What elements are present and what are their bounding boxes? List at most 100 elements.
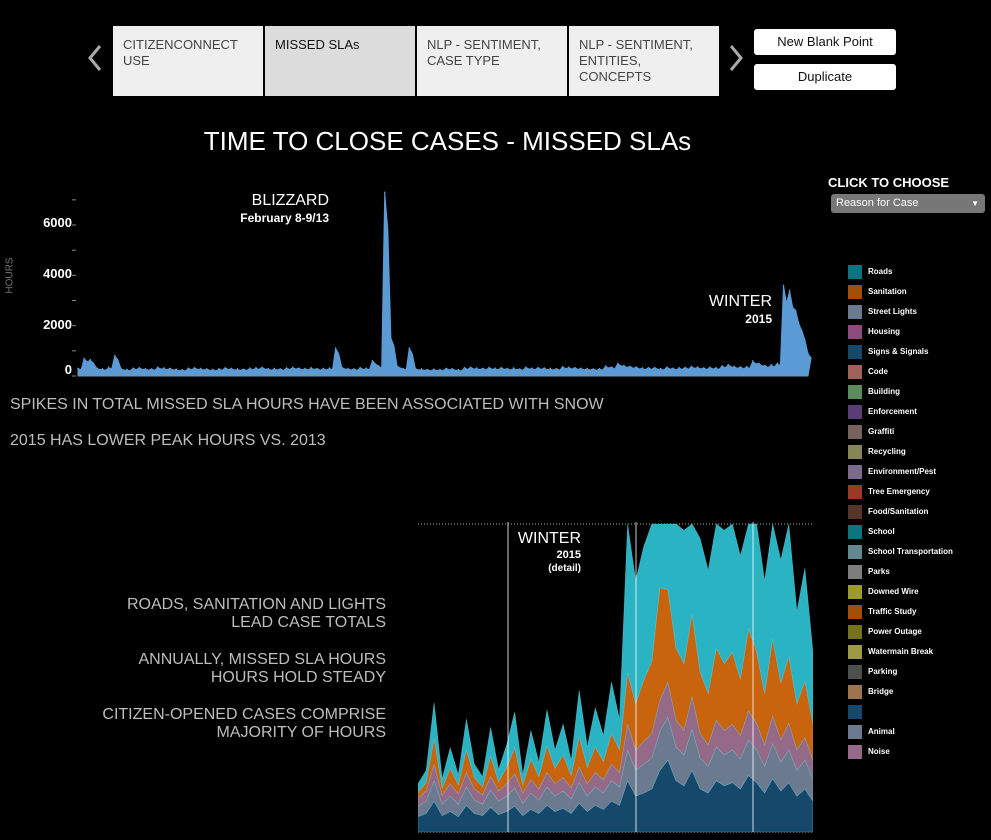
legend-item[interactable]: Animal xyxy=(848,725,895,739)
data-point xyxy=(304,367,306,370)
data-point xyxy=(144,367,147,370)
legend-item[interactable]: Recycling xyxy=(848,445,906,459)
tab-nlp-sentiment-case-type[interactable]: NLP - SENTIMENT, CASE TYPE xyxy=(417,26,567,96)
tab-citizenconnect-use[interactable]: CITIZENCONNECT USE xyxy=(113,26,263,96)
filter-label: CLICK TO CHOOSE xyxy=(828,175,950,190)
legend-item[interactable]: Signs & Signals xyxy=(848,345,928,359)
data-point xyxy=(727,363,730,366)
data-point xyxy=(212,368,214,371)
legend-swatch xyxy=(848,305,862,319)
dropdown-arrow-icon: ▼ xyxy=(971,199,979,208)
legend-swatch xyxy=(848,325,862,339)
legend-label: Enforcement xyxy=(868,407,917,416)
data-point xyxy=(101,368,104,370)
duplicate-button[interactable]: Duplicate xyxy=(754,64,896,90)
note-2015-peak: 2015 HAS LOWER PEAK HOURS VS. 2013 xyxy=(10,432,326,449)
data-point xyxy=(230,367,233,370)
data-point xyxy=(193,366,196,369)
legend-item[interactable]: Downed Wire xyxy=(848,585,919,599)
data-point xyxy=(684,366,687,369)
winter-detail-label: (detail) xyxy=(548,563,581,574)
data-point xyxy=(408,347,411,350)
data-point xyxy=(377,365,380,367)
data-point xyxy=(236,368,239,370)
data-point xyxy=(482,367,484,370)
blizzard-annotation: BLIZZARD xyxy=(251,192,329,209)
legend-swatch xyxy=(848,585,862,599)
legend-item[interactable]: Sanitation xyxy=(848,285,907,299)
legend-swatch xyxy=(848,505,862,519)
legend-item[interactable]: Enforcement xyxy=(848,405,917,419)
legend-swatch xyxy=(848,445,862,459)
tab-nlp-sentiment-entities[interactable]: NLP - SENTIMENT, ENTITIES, CONCEPTS xyxy=(569,26,719,96)
legend-swatch xyxy=(848,625,862,639)
legend-item[interactable] xyxy=(848,705,868,719)
data-point xyxy=(488,366,490,369)
legend-swatch xyxy=(848,685,862,699)
data-point xyxy=(89,358,92,361)
legend-item[interactable]: Bridge xyxy=(848,685,893,699)
data-point xyxy=(494,367,496,369)
data-point xyxy=(549,367,552,370)
y-tick-label: 0 xyxy=(64,362,72,377)
legend-item[interactable]: School Transportation xyxy=(848,545,953,559)
data-point xyxy=(279,368,282,370)
legend-item[interactable]: Street Lights xyxy=(848,305,917,319)
legend-item[interactable]: Noise xyxy=(848,745,890,759)
legend-item[interactable]: Building xyxy=(848,385,900,399)
legend-label: Food/Sanitation xyxy=(868,507,929,516)
data-point xyxy=(580,367,582,369)
legend-label: Building xyxy=(868,387,900,396)
data-point xyxy=(653,366,656,369)
legend-item[interactable]: Traffic Study xyxy=(848,605,916,619)
legend-item[interactable]: Roads xyxy=(848,265,892,279)
data-point xyxy=(629,365,631,368)
y-tick-label: 6000 xyxy=(43,215,72,230)
tab-missed-slas[interactable]: MISSED SLAs xyxy=(265,26,415,96)
data-point xyxy=(604,365,607,367)
legend-item[interactable]: Environment/Pest xyxy=(848,465,936,479)
data-point xyxy=(457,368,460,371)
data-point xyxy=(506,367,509,370)
legend-swatch xyxy=(848,465,862,479)
chevron-right-icon[interactable] xyxy=(729,44,743,72)
data-point xyxy=(764,364,766,367)
data-point xyxy=(659,367,662,370)
data-point xyxy=(187,367,190,369)
data-point xyxy=(518,368,521,370)
chevron-left-icon[interactable] xyxy=(88,44,102,72)
data-point xyxy=(788,289,791,292)
legend-label: Power Outage xyxy=(868,627,922,636)
data-point xyxy=(126,368,128,371)
data-point xyxy=(365,367,368,369)
data-point xyxy=(206,368,208,370)
legend-item[interactable]: Code xyxy=(848,365,888,379)
legend-item[interactable]: Power Outage xyxy=(848,625,922,639)
data-point xyxy=(402,367,404,370)
legend-item[interactable]: Housing xyxy=(848,325,900,339)
data-point xyxy=(469,366,472,368)
data-point xyxy=(383,191,386,194)
legend-item[interactable]: Food/Sanitation xyxy=(848,505,928,519)
legend-item[interactable]: Parks xyxy=(848,565,890,579)
data-point xyxy=(291,366,294,368)
data-point xyxy=(353,368,355,370)
legend-label: Signs & Signals xyxy=(868,347,929,356)
legend-swatch xyxy=(848,265,862,279)
legend-swatch xyxy=(848,645,862,659)
data-point xyxy=(672,367,674,369)
data-point xyxy=(696,366,699,368)
data-point xyxy=(451,367,454,370)
reason-dropdown[interactable]: Reason for Case ▼ xyxy=(831,194,985,213)
legend-item[interactable]: Graffiti xyxy=(848,425,894,439)
legend-item[interactable]: Watermain Break xyxy=(848,645,933,659)
data-point xyxy=(432,368,435,371)
data-point xyxy=(598,367,601,370)
legend-item[interactable]: Tree Emergency xyxy=(848,485,930,499)
new-blank-point-button[interactable]: New Blank Point xyxy=(754,29,896,55)
legend-item[interactable]: Parking xyxy=(848,665,897,679)
data-point xyxy=(751,360,754,362)
data-point xyxy=(199,367,202,370)
data-point xyxy=(224,367,227,369)
legend-item[interactable]: School xyxy=(848,525,895,539)
